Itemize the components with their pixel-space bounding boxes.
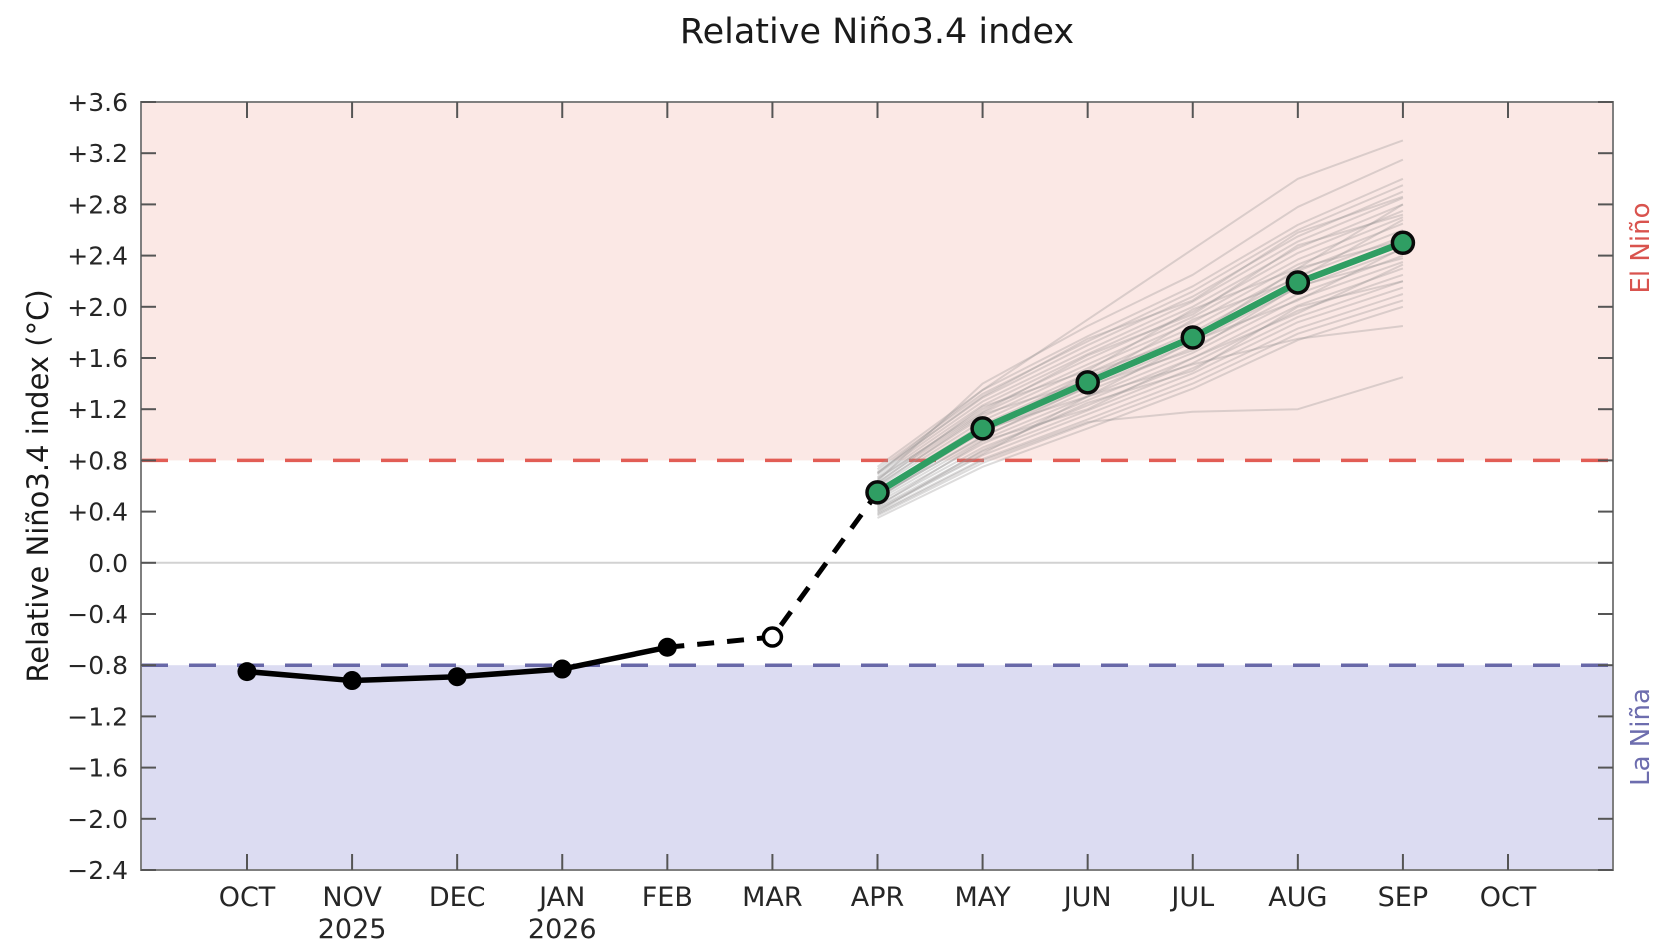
forecast-point-marker bbox=[1390, 230, 1416, 256]
ensemble-member-line bbox=[876, 203, 1404, 478]
x-tick-label: MAY bbox=[954, 882, 1011, 913]
forecast-point-marker bbox=[1075, 370, 1100, 395]
ensemble-member-line bbox=[877, 273, 1404, 507]
x-tick-label: JUN bbox=[1062, 882, 1112, 913]
y-tick-label: −0.4 bbox=[67, 600, 128, 629]
y-tick-label: +0.8 bbox=[67, 446, 128, 475]
y-tick-label: +2.0 bbox=[67, 293, 128, 322]
y-tick-label: −1.6 bbox=[67, 754, 128, 783]
ensemble-member-line bbox=[876, 158, 1404, 482]
x-tick-label: SEP bbox=[1378, 882, 1428, 913]
ensemble-member-line bbox=[877, 267, 1404, 504]
x-tick-label: FEB bbox=[642, 882, 693, 913]
ensemble-member-line bbox=[876, 218, 1404, 487]
y-tick-label: +1.2 bbox=[67, 395, 128, 424]
ensemble-member-line bbox=[877, 257, 1404, 498]
chart-title: Relative Niño3.4 index bbox=[679, 12, 1075, 52]
x-tick-label: JAN bbox=[537, 882, 585, 913]
x-tick-label: AUG bbox=[1268, 882, 1327, 913]
observed-point-marker bbox=[237, 662, 257, 682]
march-estimate-open-marker bbox=[761, 626, 784, 648]
y-tick-label: −1.2 bbox=[67, 702, 128, 731]
y-axis-title: Relative Niño3.4 index (°C) bbox=[21, 289, 55, 683]
y-tick-label: −2.4 bbox=[67, 856, 128, 885]
ensemble-member-line bbox=[876, 263, 1404, 508]
forecast-point-marker bbox=[865, 480, 890, 505]
la-nina-band bbox=[141, 665, 1613, 870]
forecast-point-marker bbox=[1180, 325, 1205, 350]
ensemble-member-line bbox=[876, 203, 1404, 485]
el-nino-region-label: El Niño bbox=[1626, 202, 1656, 294]
y-tick-label: +1.6 bbox=[67, 344, 128, 373]
la-nina-region-label: La Niña bbox=[1626, 688, 1656, 786]
ensemble-member-line bbox=[876, 213, 1404, 480]
observed-point-marker bbox=[447, 667, 467, 687]
x-tick-label: DEC bbox=[429, 882, 486, 913]
ensemble-member-line bbox=[877, 286, 1404, 512]
ensemble-member-line bbox=[876, 222, 1404, 486]
el-nino-band bbox=[141, 102, 1613, 461]
ensemble-member-line bbox=[877, 376, 1404, 516]
y-tick-label: −2.0 bbox=[67, 805, 128, 834]
ensemble-member-line bbox=[877, 299, 1404, 517]
ensemble-member-line bbox=[877, 261, 1404, 501]
y-tick-label: +2.4 bbox=[67, 242, 128, 271]
y-tick-label: +3.6 bbox=[67, 88, 128, 117]
forecast-point-marker bbox=[1285, 270, 1311, 295]
y-tick-label: −0.8 bbox=[67, 651, 128, 680]
observed-bridge-dashed-line bbox=[667, 490, 880, 650]
x-tick-label: OCT bbox=[219, 882, 276, 913]
y-tick-label: +2.8 bbox=[67, 190, 128, 219]
x-tick-label: OCT bbox=[1480, 882, 1537, 913]
ensemble-member-line bbox=[877, 280, 1404, 509]
forecast-mean-line bbox=[875, 239, 1405, 496]
ensemble-member-line bbox=[877, 293, 1404, 514]
ensemble-member-line bbox=[876, 280, 1404, 513]
y-tick-label: +3.2 bbox=[67, 139, 128, 168]
ensemble-member-line bbox=[876, 190, 1404, 473]
ensemble-member-line bbox=[876, 254, 1404, 499]
observed-point-marker bbox=[657, 637, 677, 657]
x-tick-label: APR bbox=[851, 882, 905, 913]
y-tick-label: +0.4 bbox=[67, 498, 128, 527]
observed-point-marker bbox=[552, 659, 572, 679]
x-tick-label: NOV bbox=[322, 882, 382, 913]
forecast-point-marker bbox=[970, 416, 995, 441]
x-year-label: 2025 bbox=[318, 914, 387, 945]
y-tick-label: 0.0 bbox=[88, 549, 128, 578]
x-year-label: 2026 bbox=[528, 914, 597, 945]
x-tick-label: JUL bbox=[1169, 882, 1214, 913]
ensemble-member-line bbox=[876, 177, 1404, 468]
ensemble-member-line bbox=[877, 325, 1404, 510]
ensemble-member-line bbox=[876, 184, 1404, 471]
ensemble-member-line bbox=[876, 139, 1404, 474]
x-tick-label: MAR bbox=[742, 882, 803, 913]
ensemble-member-line bbox=[876, 229, 1404, 489]
ensemble-member-line bbox=[876, 197, 1404, 476]
ensemble-member-line bbox=[876, 216, 1404, 483]
ensemble-member-line bbox=[876, 195, 1404, 475]
ensemble-member-line bbox=[876, 209, 1404, 481]
observed-point-marker bbox=[342, 671, 362, 691]
ensemble-member-line bbox=[877, 305, 1404, 519]
